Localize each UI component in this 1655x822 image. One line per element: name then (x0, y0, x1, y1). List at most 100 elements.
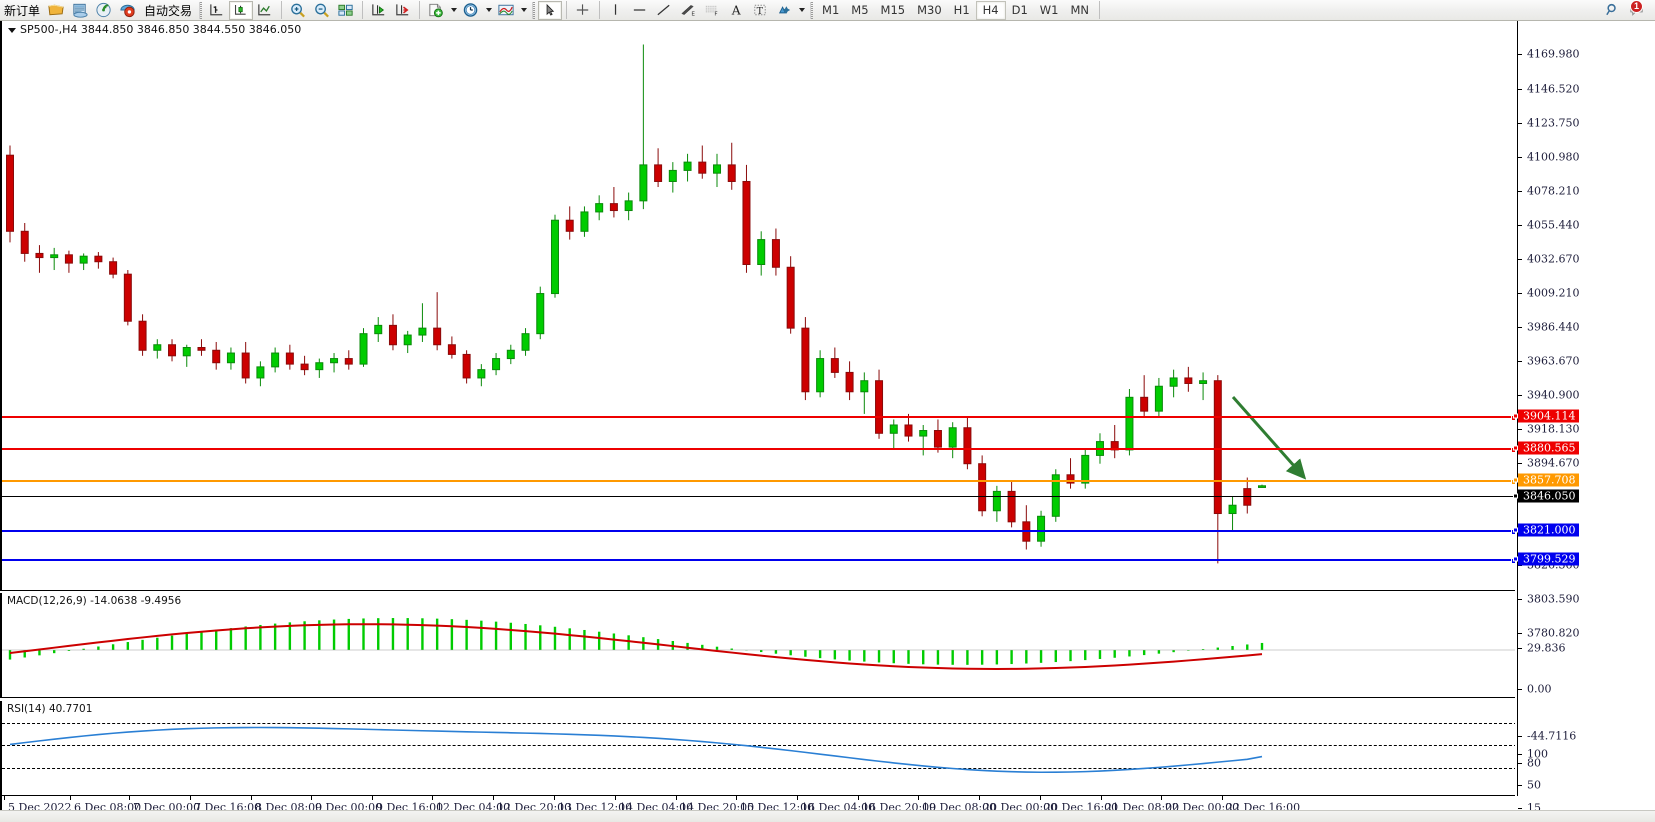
equidistant-channel-icon[interactable]: E (676, 1, 700, 20)
price-axis-tick (1518, 565, 1522, 566)
price-axis[interactable]: 4169.980 4146.520 4123.750 4100.980 4078.210… (1513, 21, 1655, 822)
price-level-nub (1513, 413, 1518, 419)
auto-scroll-icon[interactable] (391, 1, 415, 20)
indicators-dropdown-arrow[interactable] (448, 1, 459, 20)
timeframe-h1[interactable]: H1 (953, 3, 970, 17)
price-level-badge-last-price[interactable]: 3846.050 (1513, 489, 1579, 503)
templates-icon[interactable] (494, 1, 518, 20)
time-axis-tick (190, 796, 191, 800)
search-icon[interactable] (1601, 1, 1625, 20)
time-axis-tick (311, 796, 312, 800)
line-chart-icon[interactable] (253, 1, 277, 20)
candle-chart-icon[interactable] (229, 0, 254, 20)
svg-text:E: E (691, 12, 695, 18)
price-axis-label: 3918.130 (1527, 422, 1580, 436)
toolbar-divider-4 (566, 1, 568, 19)
data-window-icon[interactable] (68, 1, 92, 20)
signals-icon[interactable] (92, 1, 116, 20)
objects-dropdown-arrow[interactable] (796, 1, 807, 20)
fibonacci-icon[interactable]: F (700, 1, 724, 20)
price-axis-tick (1518, 395, 1522, 396)
timeframe-m1[interactable]: M1 (822, 3, 840, 17)
rsi-level-15 (2, 768, 1515, 769)
main-toolbar: 新订单 (0, 0, 1655, 21)
vertical-line-icon[interactable] (604, 1, 628, 20)
alerts-icon[interactable]: 1 (1625, 0, 1649, 20)
price-pane[interactable]: SP500-,H4 3844.850 3846.850 3844.550 384… (0, 21, 1515, 591)
price-level-badge-resistance-2[interactable]: 3880.565 (1513, 441, 1579, 455)
price-axis-tick (1518, 633, 1522, 634)
svg-text:T: T (757, 6, 764, 17)
rsi-pane[interactable]: RSI(14) 40.7701 (0, 701, 1515, 796)
macd-axis-label: 0.00 (1527, 682, 1552, 696)
price-level-nub (1513, 527, 1518, 533)
price-axis-label: 3940.900 (1527, 388, 1580, 402)
chart-area[interactable]: SP500-,H4 3844.850 3846.850 3844.550 384… (0, 21, 1655, 822)
text-icon[interactable]: A (724, 1, 748, 20)
timeframe-m30[interactable]: M30 (917, 3, 942, 17)
timeframe-d1[interactable]: D1 (1011, 3, 1028, 17)
time-axis-tick (1101, 796, 1102, 800)
timeframe-w1[interactable]: W1 (1039, 3, 1059, 17)
level-line-support-2[interactable] (2, 558, 1515, 564)
timeframe-m15[interactable]: M15 (880, 3, 906, 17)
macd-axis-label: 29.836 (1527, 641, 1566, 655)
new-order-button[interactable]: 新订单 (4, 3, 41, 18)
price-axis-label: 3963.670 (1527, 354, 1580, 368)
chart-collapse-icon[interactable] (8, 27, 16, 33)
text-label-icon[interactable]: T (748, 1, 772, 20)
tile-windows-icon[interactable] (334, 1, 358, 20)
time-axis-tick (676, 796, 677, 800)
level-line-resistance-1[interactable] (2, 415, 1515, 421)
timeframe-m5[interactable]: M5 (851, 3, 869, 17)
price-level-badge-pivot[interactable]: 3857.708 (1513, 473, 1579, 487)
price-axis-label: 4169.980 (1527, 47, 1580, 61)
time-axis-tick (1040, 796, 1041, 800)
level-line-pivot[interactable] (2, 479, 1515, 485)
price-axis-label: 3780.820 (1527, 626, 1580, 640)
time-axis-tick (554, 796, 555, 800)
folder-icon[interactable] (44, 1, 68, 20)
candlestick-series (6, 44, 1266, 564)
svg-text:F: F (714, 12, 717, 18)
trendline-icon[interactable] (652, 1, 676, 20)
price-axis-tick (1518, 754, 1522, 755)
indicators-icon[interactable] (424, 1, 448, 20)
cursor-icon[interactable] (538, 0, 563, 20)
period-dropdown-arrow[interactable] (483, 1, 494, 20)
horizontal-line-icon[interactable] (628, 1, 652, 20)
crosshair-icon[interactable] (571, 1, 595, 20)
zoom-in-icon[interactable] (286, 1, 310, 20)
time-axis-tick (4, 796, 5, 800)
templates-dropdown-arrow[interactable] (518, 1, 529, 20)
time-axis-tick (918, 796, 919, 800)
objects-icon[interactable] (772, 1, 796, 20)
macd-pane[interactable]: MACD(12,26,9) -14.0638 -9.4956 (0, 593, 1515, 698)
price-level-badge-support-1[interactable]: 3821.000 (1513, 523, 1579, 537)
price-level-badge-resistance-1[interactable]: 3904.114 (1513, 409, 1579, 423)
timeframe-mn[interactable]: MN (1070, 3, 1090, 17)
toolbar-divider-3 (419, 1, 421, 19)
level-line-last-price (2, 496, 1515, 497)
price-axis-tick (1518, 463, 1522, 464)
time-axis-tick (858, 796, 859, 800)
level-line-resistance-2[interactable] (2, 447, 1515, 453)
chart-shift-icon[interactable] (367, 1, 391, 20)
autotrade-icon[interactable] (116, 1, 140, 20)
price-axis-label: 3986.440 (1527, 320, 1580, 334)
period-icon[interactable] (459, 1, 483, 20)
autotrade-button[interactable]: 自动交易 (144, 3, 193, 18)
timeframe-h4[interactable]: H4 (975, 0, 1006, 20)
price-axis-label: 4055.440 (1527, 218, 1580, 232)
bar-chart-icon[interactable] (205, 1, 229, 20)
zoom-out-icon[interactable] (310, 1, 334, 20)
rsi-level-50 (2, 745, 1515, 746)
price-level-badge-support-2[interactable]: 3799.529 (1513, 552, 1579, 566)
price-axis-tick (1518, 54, 1522, 55)
level-line-support-1[interactable] (2, 529, 1515, 535)
price-axis-tick (1518, 599, 1522, 600)
toolbar-divider (281, 1, 283, 19)
time-axis-tick (432, 796, 433, 800)
price-axis-tick (1518, 327, 1522, 328)
price-axis-label: 4078.210 (1527, 184, 1580, 198)
